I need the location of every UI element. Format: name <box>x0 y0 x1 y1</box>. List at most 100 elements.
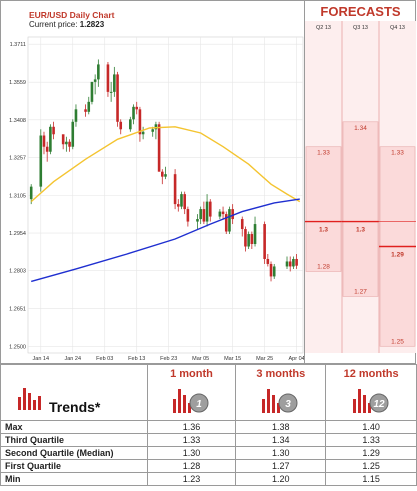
cell-3-months: 1.38 <box>235 420 327 434</box>
bar-chart-icon <box>18 388 41 410</box>
trends-header-cell: Trends* <box>0 364 148 421</box>
forecast-box <box>342 121 379 297</box>
cell-1-month: 1.28 <box>146 459 237 473</box>
forecast-bottom-label: 1.28 <box>317 263 330 270</box>
row-label: Second Quartile (Median) <box>0 446 148 460</box>
bar-icon-bar <box>182 395 186 413</box>
x-tick-label: Jan 14 <box>33 356 50 362</box>
candle-body <box>205 201 209 222</box>
candle-body <box>74 109 78 122</box>
table-header-row: Trends* 1 month 1 3 months 3 12 months 1… <box>0 364 417 421</box>
candle-body <box>253 224 257 245</box>
candle-body <box>269 263 273 277</box>
bar-icon-bar <box>277 403 281 413</box>
candle-body <box>49 126 52 152</box>
candlestick-chart: 1.3711 1.3559 1.3408 1.3257 1.3105 1.2954 1.28… <box>9 36 304 362</box>
table-row: Min 1.23 1.20 1.15 <box>0 472 417 486</box>
forecast-top-label: 1.33 <box>317 150 330 157</box>
table-row: Second Quartile (Median) 1.30 1.30 1.29 <box>0 446 417 460</box>
badge-circle <box>189 393 209 413</box>
forecast-title: FORECASTS <box>320 4 401 19</box>
price-chart-panel: EUR/USD Daily Chart Current price: 1.282… <box>0 0 305 364</box>
candle-body <box>240 219 244 230</box>
trend-table: Trends* 1 month 1 3 months 3 12 months 1… <box>0 364 417 486</box>
candle-body <box>119 121 123 130</box>
x-tick-label: Jan 24 <box>65 356 82 362</box>
candle-body <box>61 134 65 145</box>
forecast-bottom-label: 1.25 <box>391 338 404 345</box>
candle-body <box>87 101 91 112</box>
candle-body <box>176 204 180 207</box>
bar-badge-icon: 1 <box>172 389 209 413</box>
y-tick-label: 1.2651 <box>9 307 26 313</box>
candle-body <box>129 119 132 130</box>
period-label: 1 month <box>170 368 213 380</box>
current-price-value: 1.2823 <box>79 20 105 29</box>
candle-body <box>68 141 71 147</box>
trends-label: Trends* <box>49 399 101 415</box>
forecast-median-label: 1.3 <box>319 227 328 234</box>
cell-1-month: 1.33 <box>146 433 237 447</box>
candle-body <box>196 219 199 222</box>
period-header-1: 1 month 1 <box>146 364 237 421</box>
badge-number: 1 <box>196 399 202 410</box>
x-tick-label: Apr 04 <box>288 356 304 362</box>
y-tick-label: 1.2954 <box>9 231 26 237</box>
y-tick-label: 1.3559 <box>9 80 26 86</box>
bar-icon-bar <box>358 389 362 413</box>
candle-body <box>224 214 228 232</box>
chart-subtitle: Current price: 1.2823 <box>29 20 104 29</box>
badge-circle <box>369 393 389 413</box>
cell-1-month: 1.36 <box>146 420 237 434</box>
candle-body <box>183 194 186 210</box>
bar-icon-bar <box>172 399 176 413</box>
candle-body <box>202 209 206 222</box>
badge-circle <box>278 393 298 413</box>
x-tick-label: Mar 05 <box>192 356 209 362</box>
bar-badge-icon: 3 <box>262 389 298 413</box>
row-label: Max <box>0 420 148 434</box>
cell-3-months: 1.30 <box>235 446 327 460</box>
cell-1-month: 1.23 <box>146 472 237 486</box>
x-tick-label: Mar 15 <box>224 356 241 362</box>
candle-body <box>250 234 254 245</box>
cell-12-months: 1.33 <box>325 433 417 447</box>
forecast-column-label: Q2 13 <box>316 25 331 31</box>
y-tick-label: 1.2803 <box>9 269 26 275</box>
candle-body <box>93 79 97 82</box>
candle-body <box>138 109 142 135</box>
cell-3-months: 1.27 <box>235 459 327 473</box>
candle-body <box>97 64 100 80</box>
candle-body <box>292 258 295 267</box>
bar-icon-bar <box>177 389 181 413</box>
y-tick-label: 1.2500 <box>9 344 26 350</box>
period-header-3: 3 months 3 <box>235 364 327 421</box>
candle-body <box>52 126 55 135</box>
x-tick-label: Feb 03 <box>96 356 113 362</box>
candle-body <box>154 124 158 130</box>
table-row: Third Quartile 1.33 1.34 1.33 <box>0 433 417 447</box>
period-label: 12 months <box>343 368 399 380</box>
period-header-12: 12 months 12 <box>325 364 417 421</box>
period-label: 3 months <box>256 368 306 380</box>
forecast-top-label: 1.34 <box>354 125 367 132</box>
candle-body <box>132 106 135 120</box>
badge-number: 12 <box>374 399 386 410</box>
bar-icon-bar <box>187 403 191 413</box>
forecast-bottom-label: 1.27 <box>354 288 367 295</box>
candle-body <box>116 74 119 122</box>
y-tick-label: 1.3257 <box>9 155 26 161</box>
row-label: Third Quartile <box>0 433 148 447</box>
candle-body <box>199 209 202 220</box>
candle-body <box>285 261 289 267</box>
table-row: First Quartile 1.28 1.27 1.25 <box>0 459 417 473</box>
bar-icon-bar <box>262 399 266 413</box>
table-row: Max 1.36 1.38 1.40 <box>0 420 417 434</box>
forecast-column-label: Q4 13 <box>390 25 405 31</box>
moving-average-line <box>31 198 300 283</box>
candle-body <box>151 129 155 132</box>
y-tick-label: 1.3105 <box>9 193 26 199</box>
bar-icon-bar <box>368 403 372 413</box>
badge-number: 3 <box>286 399 292 410</box>
